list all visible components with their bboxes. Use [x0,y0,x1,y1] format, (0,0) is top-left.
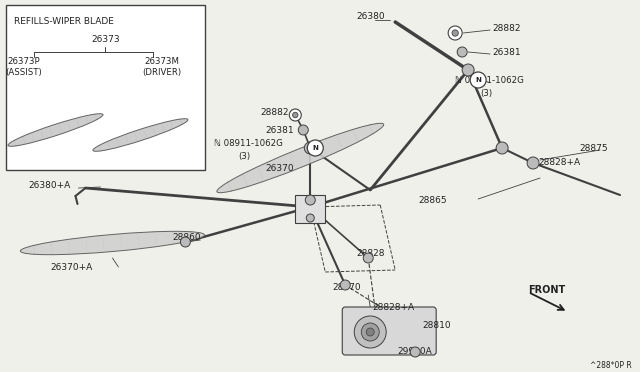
Bar [6,5,205,170]
Text: 28882: 28882 [260,108,289,116]
Circle shape [361,323,380,341]
Text: FRONT: FRONT [528,285,565,295]
FancyBboxPatch shape [342,307,436,355]
Circle shape [496,142,508,154]
Text: 26370+A: 26370+A [51,263,93,273]
Circle shape [364,253,373,263]
Text: 28828+A: 28828+A [538,157,580,167]
Text: 26373: 26373 [91,35,120,44]
Ellipse shape [217,123,384,193]
Text: 28810: 28810 [422,321,451,330]
Circle shape [457,47,467,57]
Text: 28828+A: 28828+A [372,304,414,312]
Circle shape [355,316,386,348]
Circle shape [462,64,474,76]
Circle shape [410,347,420,357]
Text: 28865: 28865 [418,196,447,205]
Circle shape [452,30,458,36]
Circle shape [470,72,486,88]
Circle shape [448,26,462,40]
Circle shape [366,328,374,336]
Circle shape [289,109,301,121]
Ellipse shape [8,114,103,146]
Text: 26373M
(DRIVER): 26373M (DRIVER) [142,57,181,77]
Text: 26380: 26380 [356,12,385,20]
Text: N: N [312,145,318,151]
Text: 28860: 28860 [172,232,201,241]
Bar [295,195,325,223]
Circle shape [180,237,190,247]
Text: 29910A: 29910A [397,347,432,356]
Text: ℕ 08911-1062G: ℕ 08911-1062G [214,138,284,148]
Text: 28875: 28875 [579,144,608,153]
Circle shape [304,142,316,154]
Text: (3): (3) [238,151,250,160]
Text: 26381: 26381 [266,125,294,135]
Text: ℕ 08911-1062G: ℕ 08911-1062G [455,76,524,84]
Circle shape [527,157,539,169]
Text: REFILLS-WIPER BLADE: REFILLS-WIPER BLADE [13,16,113,26]
Text: 26380+A: 26380+A [29,180,71,189]
Circle shape [340,280,350,290]
Text: 28828: 28828 [356,250,385,259]
Text: 26373P
(ASSIST): 26373P (ASSIST) [5,57,42,77]
Text: ^288*0P R: ^288*0P R [590,360,632,369]
Text: 26370: 26370 [266,164,294,173]
Text: N: N [476,77,481,83]
Circle shape [307,140,323,156]
Ellipse shape [93,119,188,151]
Circle shape [292,112,298,118]
Circle shape [298,125,308,135]
Circle shape [305,195,316,205]
Ellipse shape [20,231,205,255]
Text: 28070: 28070 [332,282,361,292]
Circle shape [307,214,314,222]
Text: (3): (3) [480,89,492,97]
Text: 28882: 28882 [492,23,520,32]
Text: 26381: 26381 [492,48,521,57]
